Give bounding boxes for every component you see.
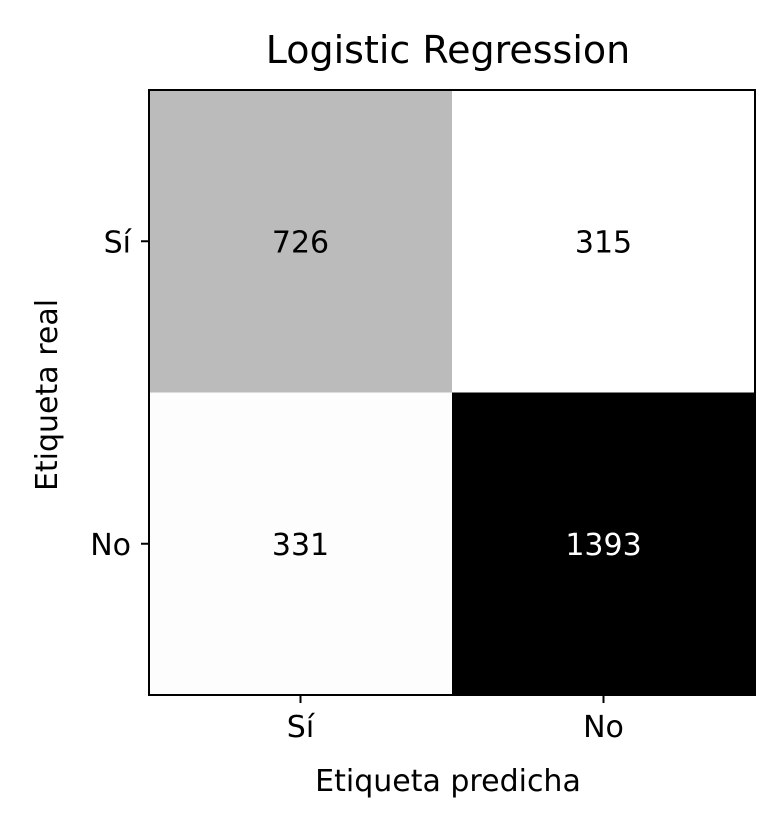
y-axis-label: Etiqueta real bbox=[30, 299, 65, 491]
x-tick-label: Sí bbox=[287, 710, 316, 745]
x-axis-label: Etiqueta predicha bbox=[315, 764, 581, 799]
heatmap-cell bbox=[452, 90, 756, 393]
y-axis-ticks: Sí No bbox=[90, 225, 149, 563]
chart-title: Logistic Regression bbox=[266, 28, 631, 72]
heatmap-cells: 726 315 331 1393 bbox=[149, 90, 756, 696]
y-tick-label: No bbox=[90, 528, 131, 563]
plot-frame bbox=[148, 89, 756, 696]
heatmap-cell bbox=[149, 392, 453, 696]
cell-value-label: 1393 bbox=[565, 528, 641, 563]
y-tick-label: Sí bbox=[104, 225, 133, 260]
heatmap-cell bbox=[149, 90, 453, 393]
heatmap-cell bbox=[452, 392, 756, 696]
cell-value-label: 315 bbox=[575, 225, 632, 260]
cell-value-label: 331 bbox=[272, 528, 329, 563]
x-tick-label: No bbox=[583, 710, 624, 745]
cell-value-label: 726 bbox=[272, 225, 329, 260]
x-axis-ticks: Sí No bbox=[287, 695, 624, 745]
